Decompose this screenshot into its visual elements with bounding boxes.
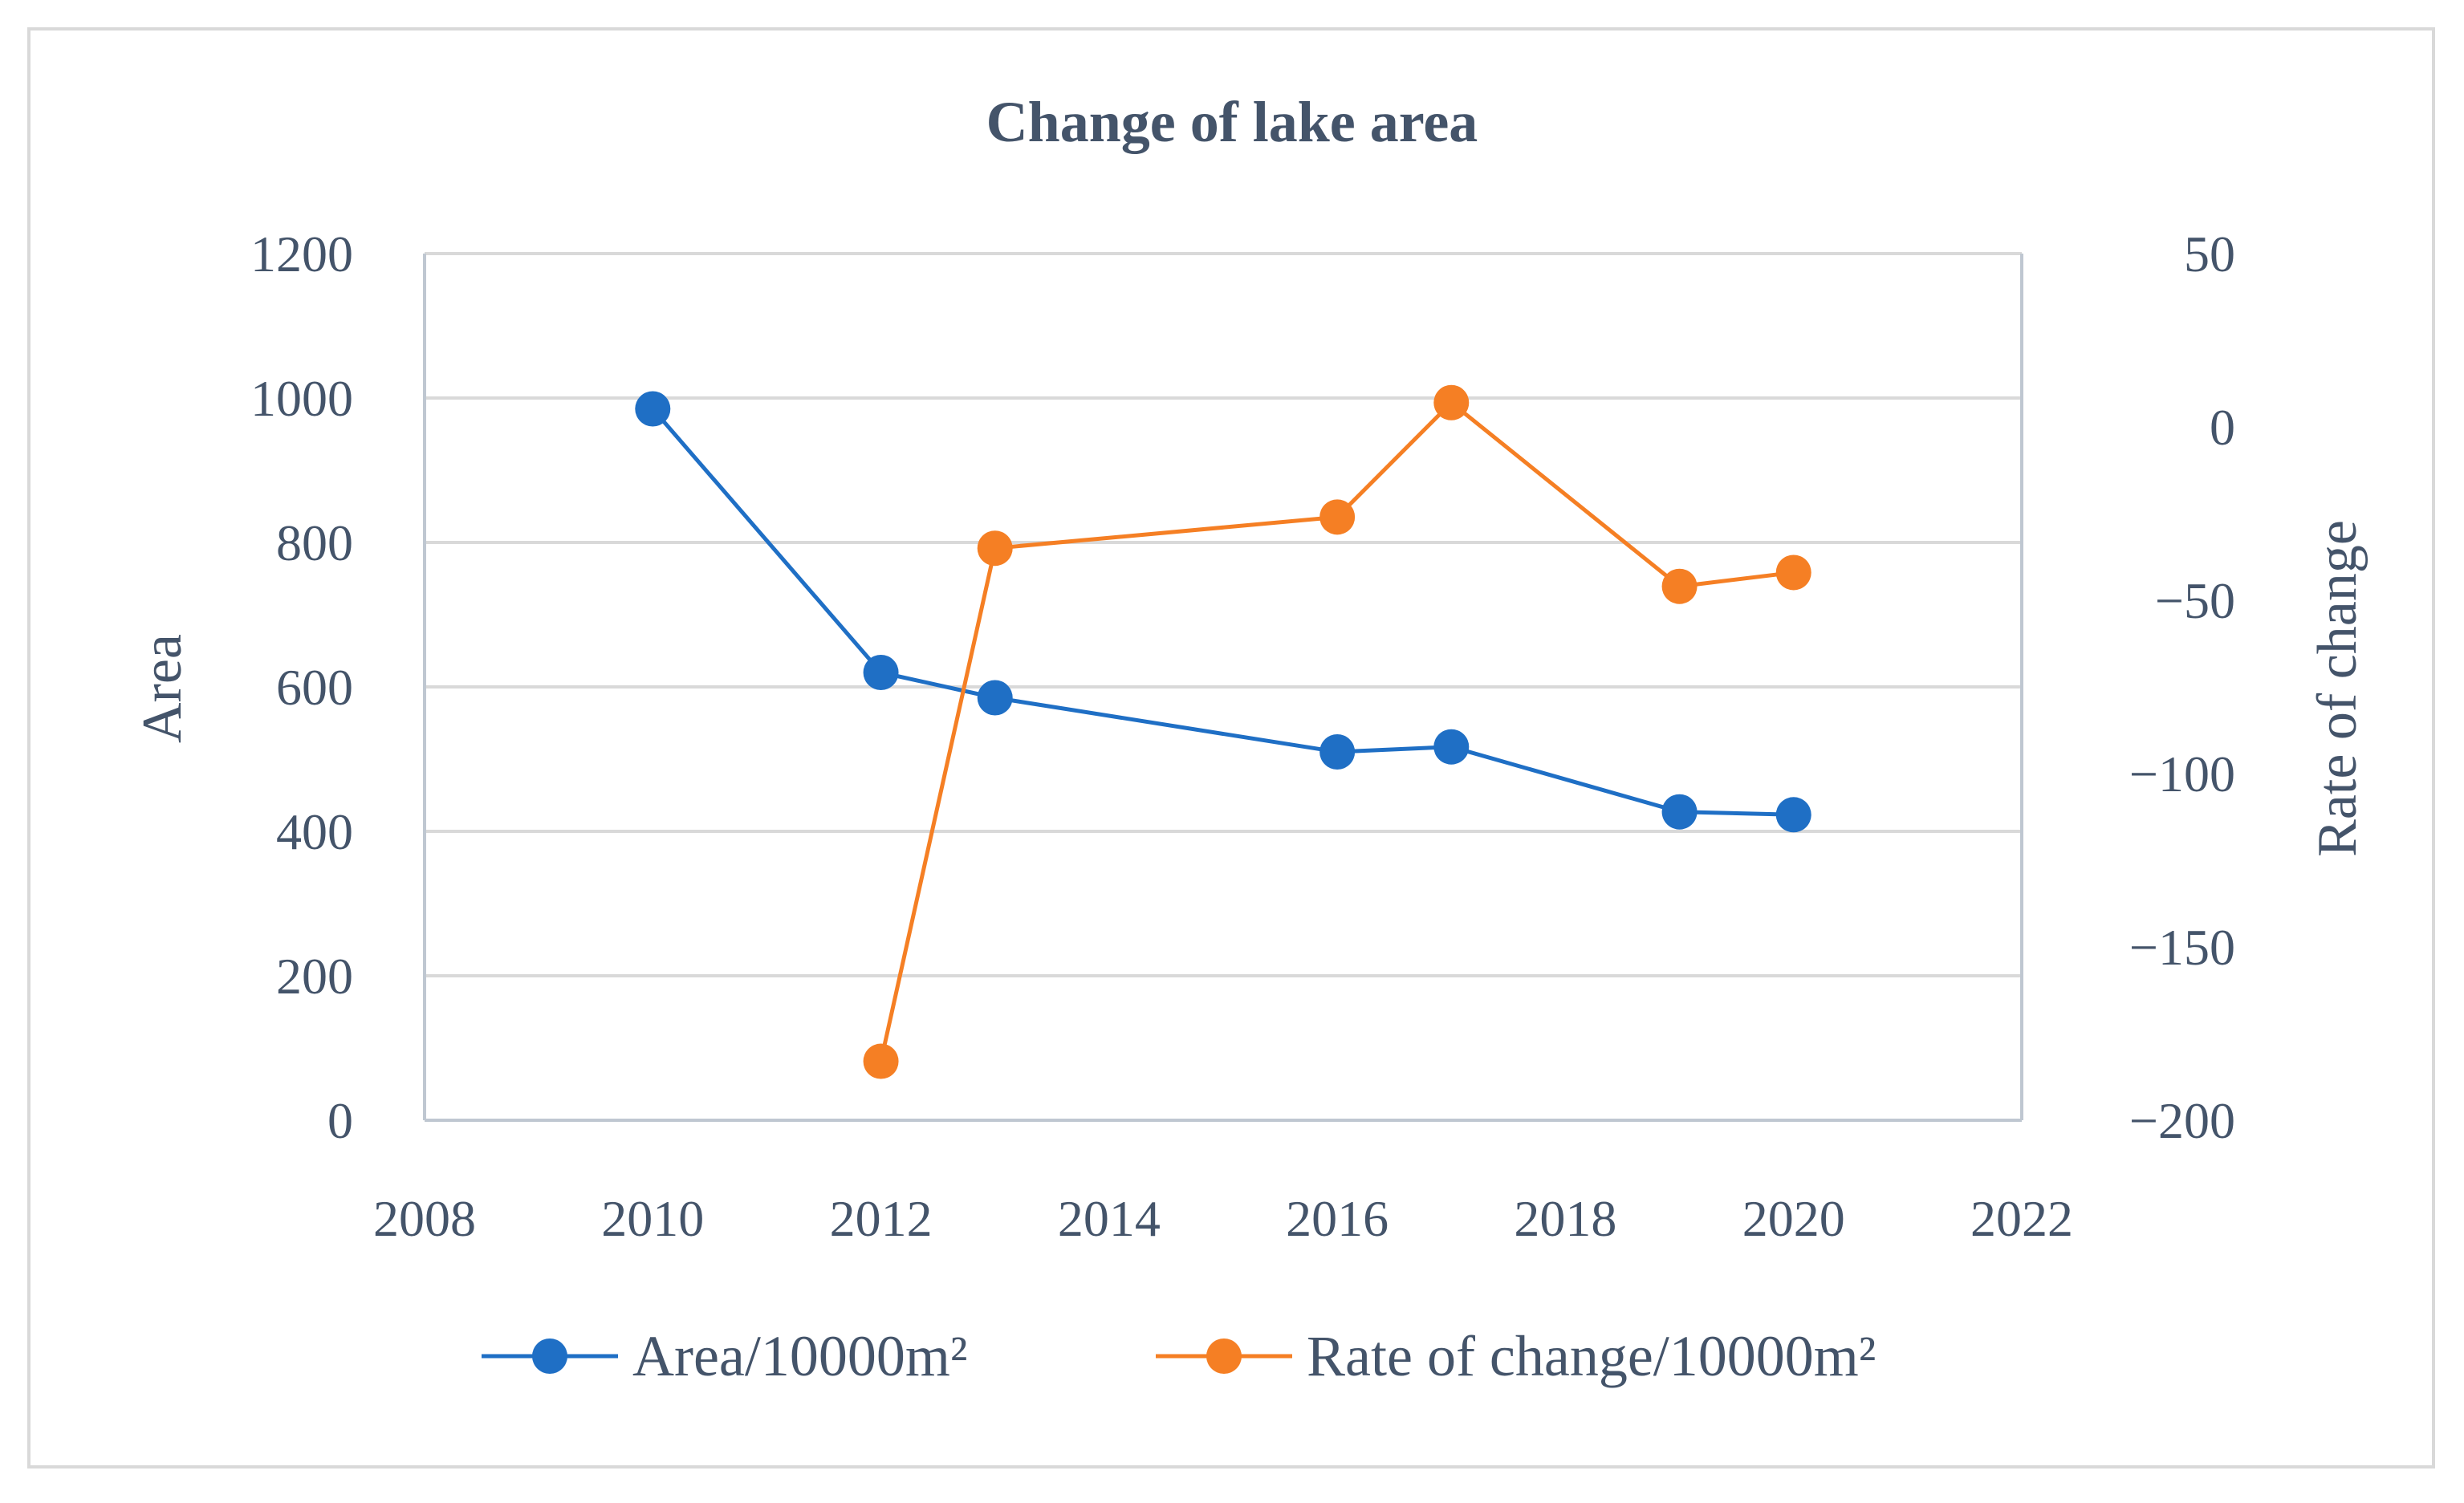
y-tick-label: 1000 [250,370,353,427]
x-tick-label: 2012 [830,1190,933,1247]
y2-tick-label: 50 [2184,225,2235,282]
y2-axis-ticks: −200 −150 −100 −50 0 50 [2129,225,2235,1149]
x-tick-label: 2010 [601,1190,704,1247]
data-point [1319,734,1356,770]
y-tick-label: 800 [276,514,353,571]
data-point [1775,554,1811,591]
x-tick-label: 2022 [1970,1190,2073,1247]
chart-frame [27,27,2435,1468]
chart-title: Change of lake area [986,90,1478,154]
legend-label: Area/10000m² [632,1324,967,1388]
legend-label: Rate of change/10000m² [1307,1324,1876,1388]
legend-marker [532,1338,567,1374]
data-point [1661,568,1698,604]
legend-marker [1206,1338,1242,1374]
y2-tick-label: −50 [2155,572,2235,629]
data-point [863,655,899,690]
y-tick-label: 200 [276,948,353,1005]
data-point [1433,384,1470,420]
data-point [977,530,1013,567]
y-axis-title: Area [132,634,193,743]
x-tick-label: 2016 [1286,1190,1389,1247]
x-tick-label: 2020 [1742,1190,1845,1247]
series-line-0 [651,407,1794,817]
y-tick-label: 1200 [250,225,353,282]
x-tick-label: 2018 [1514,1190,1616,1247]
y-tick-label: 400 [276,803,353,860]
y2-tick-label: −200 [2129,1092,2235,1149]
data-point [1775,797,1811,833]
y-tick-label: 0 [327,1092,353,1149]
data-point [1661,794,1698,830]
series-layer [635,384,1811,1079]
data-point [1433,729,1470,765]
data-point [1319,499,1356,535]
series-line-1 [879,400,1795,1062]
gridlines [425,252,2022,977]
x-axis-ticks: 2008 2010 2012 2014 2016 2018 2020 2022 [373,1190,2073,1247]
y2-tick-label: −150 [2129,919,2235,976]
y2-tick-label: −100 [2129,745,2235,802]
y2-axis-title: Rate of change [2307,520,2368,857]
axes [423,254,2023,1122]
y-axis-ticks: 0 200 400 600 800 1000 1200 [250,225,353,1149]
y-tick-label: 600 [276,659,353,716]
data-point [863,1043,899,1079]
y2-tick-label: 0 [2210,399,2235,456]
data-point [977,680,1013,716]
data-point [635,391,671,427]
x-tick-label: 2008 [373,1190,476,1247]
legend: Area/10000m² Rate of change/10000m² [482,1324,1876,1388]
x-tick-label: 2014 [1058,1190,1161,1247]
